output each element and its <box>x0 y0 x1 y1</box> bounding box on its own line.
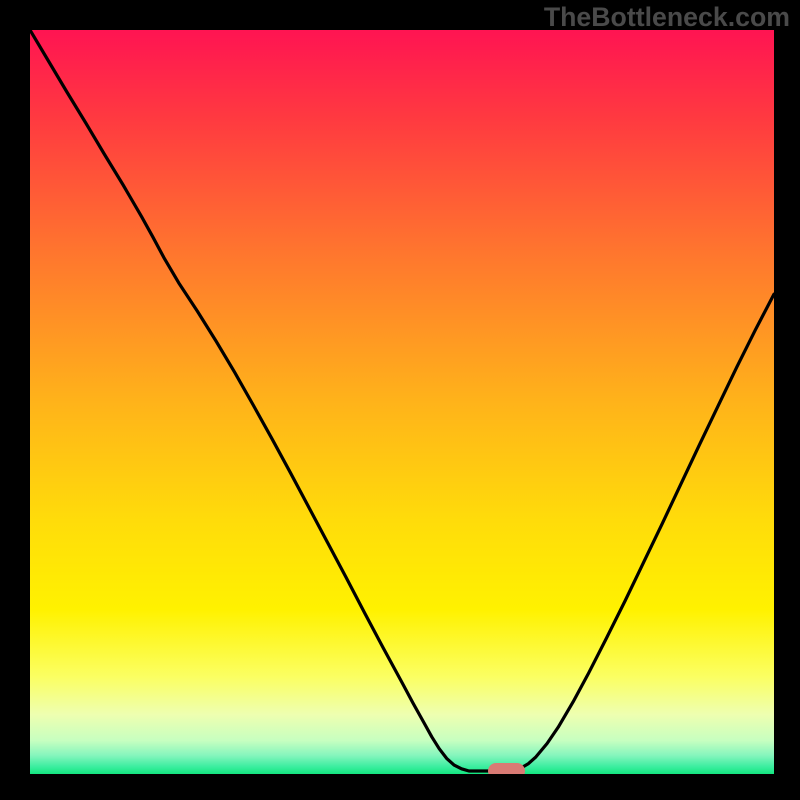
bottleneck-curve <box>30 30 774 774</box>
watermark-text: TheBottleneck.com <box>544 2 790 33</box>
optimal-marker <box>488 763 525 774</box>
plot-area <box>30 30 774 774</box>
